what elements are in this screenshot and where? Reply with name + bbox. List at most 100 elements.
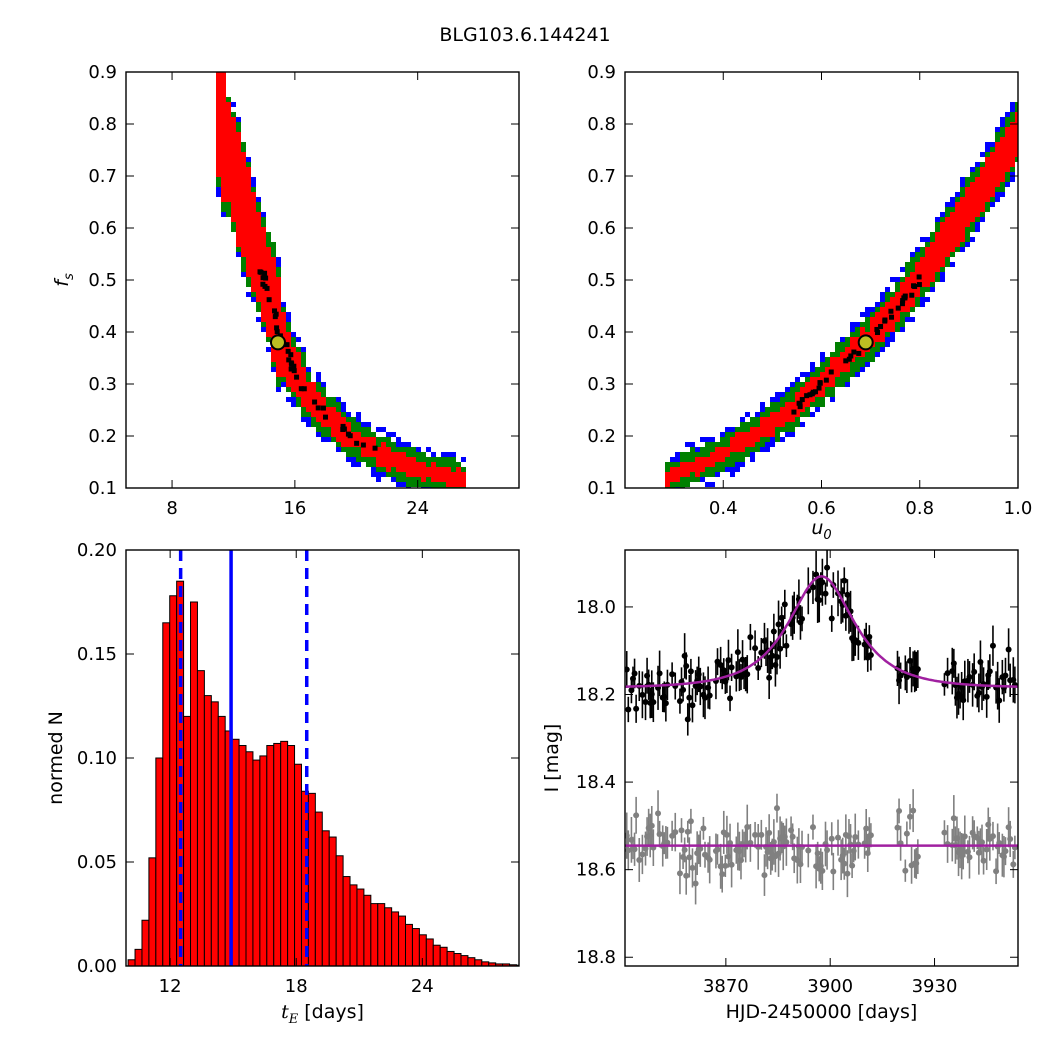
heatmap-peak-cell <box>274 329 280 335</box>
heatmap-cell <box>890 312 895 317</box>
heatmap-cell <box>276 282 281 287</box>
heatmap-cell <box>386 472 391 477</box>
heatmap-cell <box>1005 137 1010 142</box>
heatmap-cell <box>441 452 446 457</box>
heatmap-cell <box>261 212 266 217</box>
heatmap-cell <box>670 482 675 487</box>
heatmap-cell <box>426 477 431 482</box>
heatmap-cell <box>1015 112 1018 117</box>
heatmap-cell <box>710 442 715 447</box>
heatmap-cell <box>715 452 720 457</box>
heatmap-cell <box>216 107 221 112</box>
heatmap-cell <box>291 337 296 342</box>
heatmap-cell <box>351 422 356 427</box>
heatmap-cell <box>416 482 421 487</box>
heatmap-cell <box>975 182 980 187</box>
heatmap-peak-cell <box>260 275 266 281</box>
heatmap-cell <box>845 352 850 357</box>
heatmap-cell <box>311 412 316 417</box>
heatmap-cell <box>970 197 975 202</box>
heatmap-cell <box>221 162 226 167</box>
heatmap-cell <box>221 72 226 77</box>
heatmap-cell <box>705 452 710 457</box>
heatmap-cell <box>980 192 985 197</box>
heatmap-peak-cell <box>810 389 816 395</box>
heatmap-cell <box>421 462 426 467</box>
x-axis-label: HJD-2450000 [days] <box>726 1001 918 1023</box>
heatmap-cell <box>930 247 935 252</box>
heatmap-cell <box>321 412 326 417</box>
heatmap-cell <box>366 447 371 452</box>
heatmap-cell <box>690 447 695 452</box>
heatmap-cell <box>241 162 246 167</box>
heatmap-cell <box>970 207 975 212</box>
heatmap-cell <box>700 467 705 472</box>
axes-frame <box>624 549 1019 967</box>
heatmap-cell <box>860 367 865 372</box>
heatmap-cell <box>925 247 930 252</box>
best-fit-marker <box>857 334 874 351</box>
heatmap-cell <box>216 152 221 157</box>
heatmap-cell <box>760 447 765 452</box>
y-axis-label: I [mag] <box>541 724 563 793</box>
heatmap-cell <box>740 442 745 447</box>
heatmap-cell <box>291 357 296 362</box>
heatmap-cell <box>271 327 276 332</box>
heatmap-cell <box>730 452 735 457</box>
heatmap-cell <box>356 412 361 417</box>
heatmap-cell <box>885 292 890 297</box>
residual-point <box>896 807 903 814</box>
heatmap-cell <box>815 402 820 407</box>
heatmap-cell <box>770 417 775 422</box>
heatmap-cell <box>690 467 695 472</box>
heatmap-cell <box>670 472 675 477</box>
heatmap-cell <box>236 212 241 217</box>
y-tick-label: 0.9 <box>88 62 117 83</box>
heatmap-cell <box>331 432 336 437</box>
heatmap-cell <box>970 177 975 182</box>
heatmap-cell <box>246 157 251 162</box>
heatmap-cell <box>960 197 965 202</box>
heatmap-cell <box>710 437 715 442</box>
heatmap-peak-cell <box>856 350 862 356</box>
heatmap-cell <box>795 382 800 387</box>
heatmap-cell <box>261 322 266 327</box>
heatmap-cell <box>785 402 790 407</box>
heatmap-cell <box>221 202 226 207</box>
heatmap-cell <box>995 197 1000 202</box>
heatmap-cell <box>995 142 1000 147</box>
heatmap-cell <box>341 442 346 447</box>
heatmap-cell <box>880 302 885 307</box>
heatmap-cell <box>241 272 246 277</box>
heatmap-cell <box>740 427 745 432</box>
heatmap-cell <box>216 72 221 77</box>
heatmap-cell <box>920 277 925 282</box>
heatmap-cell <box>396 462 401 467</box>
heatmap-cell <box>291 397 296 402</box>
heatmap-cell <box>456 472 461 477</box>
heatmap-cell <box>261 302 266 307</box>
heatmap-cell <box>241 222 246 227</box>
heatmap-cell <box>940 212 945 217</box>
data-point <box>977 658 984 665</box>
heatmap-cell <box>461 457 466 462</box>
residual-point <box>766 829 773 836</box>
heatmap-cell <box>306 397 311 402</box>
data-point <box>866 633 873 640</box>
heatmap-cell <box>725 442 730 447</box>
residual-point <box>625 847 632 854</box>
data-point <box>633 705 640 712</box>
y-tick-label: 0.2 <box>587 426 616 447</box>
heatmap-cell <box>326 412 331 417</box>
heatmap-cell <box>780 417 785 422</box>
heatmap-cell <box>700 462 705 467</box>
heatmap-cell <box>845 362 850 367</box>
heatmap-peak-cell <box>851 349 857 355</box>
histogram-bar <box>162 622 171 966</box>
heatmap-cell <box>226 152 231 157</box>
heatmap-cell <box>895 297 900 302</box>
data-point <box>752 645 759 652</box>
heatmap-cell <box>885 327 890 332</box>
heatmap-cell <box>980 207 985 212</box>
